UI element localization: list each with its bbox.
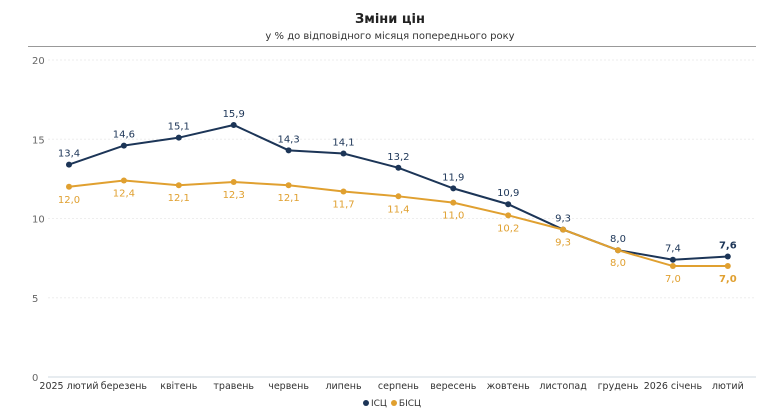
data-label: 12,1 [277,193,299,204]
x-tick-label: серпень [378,381,419,392]
data-label: 12,3 [223,190,245,201]
data-label: 7,0 [665,274,681,285]
data-point[interactable] [340,188,347,195]
legend: ІСЦ БІСЦ [0,399,780,409]
x-tick-label: вересень [430,381,477,392]
data-label: 10,2 [497,223,519,234]
data-point[interactable] [120,142,127,149]
data-point[interactable] [724,263,731,270]
x-tick-label: червень [268,381,309,392]
data-point[interactable] [175,182,182,189]
data-point[interactable] [669,256,676,263]
data-point[interactable] [669,263,676,270]
data-label: 12,0 [58,195,80,206]
data-label: 15,1 [168,122,190,133]
x-tick-label: грудень [598,381,639,392]
data-label: 15,9 [223,109,245,120]
data-label: 8,0 [610,234,626,245]
data-label: 10,9 [497,188,519,199]
data-point[interactable] [230,179,237,186]
data-point[interactable] [724,253,731,260]
x-tick-label: липень [325,381,362,392]
data-label: 7,0 [719,274,737,285]
data-label: 7,6 [719,241,737,252]
data-point[interactable] [395,193,402,200]
data-label: 11,9 [442,172,464,183]
x-tick-label: 2025 лютий [39,381,98,392]
x-tick-label: листопад [539,381,587,392]
y-tick-label: 15 [32,135,45,146]
data-point[interactable] [505,212,512,219]
data-point[interactable] [285,147,292,154]
data-label: 12,4 [113,188,135,199]
data-label: 9,3 [555,214,571,225]
data-point[interactable] [560,226,567,233]
data-point[interactable] [66,183,72,190]
data-label: 7,4 [665,244,681,255]
legend-item[interactable]: БІСЦ [398,399,422,409]
x-tick-label: квітень [160,381,198,392]
data-label: 9,3 [555,238,571,249]
data-label: 14,3 [277,134,299,145]
data-label: 14,1 [332,138,354,149]
legend-item[interactable]: ІСЦ [370,399,387,409]
y-tick-label: 20 [32,56,45,67]
data-point[interactable] [175,134,182,141]
data-label: 13,2 [387,152,409,163]
data-point[interactable] [285,182,292,189]
data-point[interactable] [66,161,72,168]
data-point[interactable] [340,150,347,157]
data-point[interactable] [395,164,402,171]
title-divider [28,46,756,47]
legend-marker [390,400,397,406]
data-point[interactable] [120,177,127,184]
data-label: 11,0 [442,211,464,222]
x-tick-label: жовтень [487,381,531,392]
x-tick-label: березень [101,381,148,392]
data-point[interactable] [505,201,512,208]
data-label: 12,1 [168,193,190,204]
y-tick-label: 5 [32,294,38,305]
data-point[interactable] [450,199,457,206]
data-point[interactable] [230,121,237,128]
chart-subtitle: у % до відповідного місяця попереднього … [265,31,515,42]
x-tick-label: 2026 січень [644,381,703,392]
data-point[interactable] [615,247,621,254]
legend-marker [362,400,369,406]
y-tick-label: 10 [32,215,45,226]
data-label: 14,6 [113,130,135,141]
data-point[interactable] [450,185,457,192]
data-label: 11,4 [387,204,409,215]
data-label: 8,0 [610,258,626,269]
x-tick-label: лютий [712,381,744,392]
data-label: 13,4 [58,149,80,160]
x-tick-label: травень [213,381,254,392]
data-label: 11,7 [332,200,354,211]
chart-title: Зміни цін [354,12,425,27]
y-tick-label: 0 [32,373,38,384]
